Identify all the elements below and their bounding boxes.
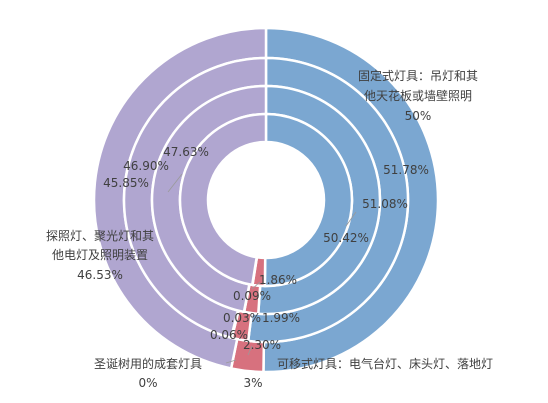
leader-line <box>247 345 253 356</box>
label-outer-search-name-1: 探照灯、聚光灯和其 <box>46 229 154 243</box>
label-outer-fixed-value: 50% <box>405 109 432 123</box>
label-ring4-fixed: 50.42% <box>323 231 369 245</box>
label-ring3-fixed: 51.08% <box>362 197 408 211</box>
label-ring2-search: 45.85% <box>103 176 149 190</box>
leader-line <box>251 281 261 290</box>
ring-4-slice-fixed <box>263 112 354 288</box>
label-outer-fixed-name-1: 固定式灯具：吊灯和其 <box>358 68 478 83</box>
label-ring2-movable: 1.86% <box>259 273 297 287</box>
label-ring2-xmas: 0.09% <box>233 289 271 303</box>
leader-line <box>225 359 237 364</box>
label-outer-movable-name: 可移式灯具：电气台灯、床头灯、落地灯 <box>277 356 493 371</box>
label-ring3-movable: 1.99% <box>262 311 300 325</box>
label-outer-fixed-name-2: 他天花板或墙壁照明 <box>364 88 472 103</box>
label-ring3-xmas: 0.03% <box>223 311 261 325</box>
label-outer-xmas-name: 圣诞树用的成套灯具 <box>94 356 202 371</box>
label-outer-search-value: 46.53% <box>77 268 123 282</box>
label-ring4-search: 47.63% <box>163 145 209 159</box>
label-ring4-xmas: 0.06% <box>210 328 248 342</box>
rings-group <box>92 26 440 374</box>
leader-line <box>345 211 357 227</box>
label-ring3-search: 46.90% <box>123 159 169 173</box>
ring-4-slice-search <box>178 112 268 287</box>
label-ring2-fixed: 51.78% <box>383 163 429 177</box>
label-outer-search-name-2: 他电灯及照明装置 <box>52 248 148 262</box>
label-outer-xmas-value: 0% <box>138 376 157 390</box>
label-ring4-movable: 2.30% <box>243 338 281 352</box>
leader-line <box>167 173 183 193</box>
label-outer-movable-value: 3% <box>243 376 262 390</box>
